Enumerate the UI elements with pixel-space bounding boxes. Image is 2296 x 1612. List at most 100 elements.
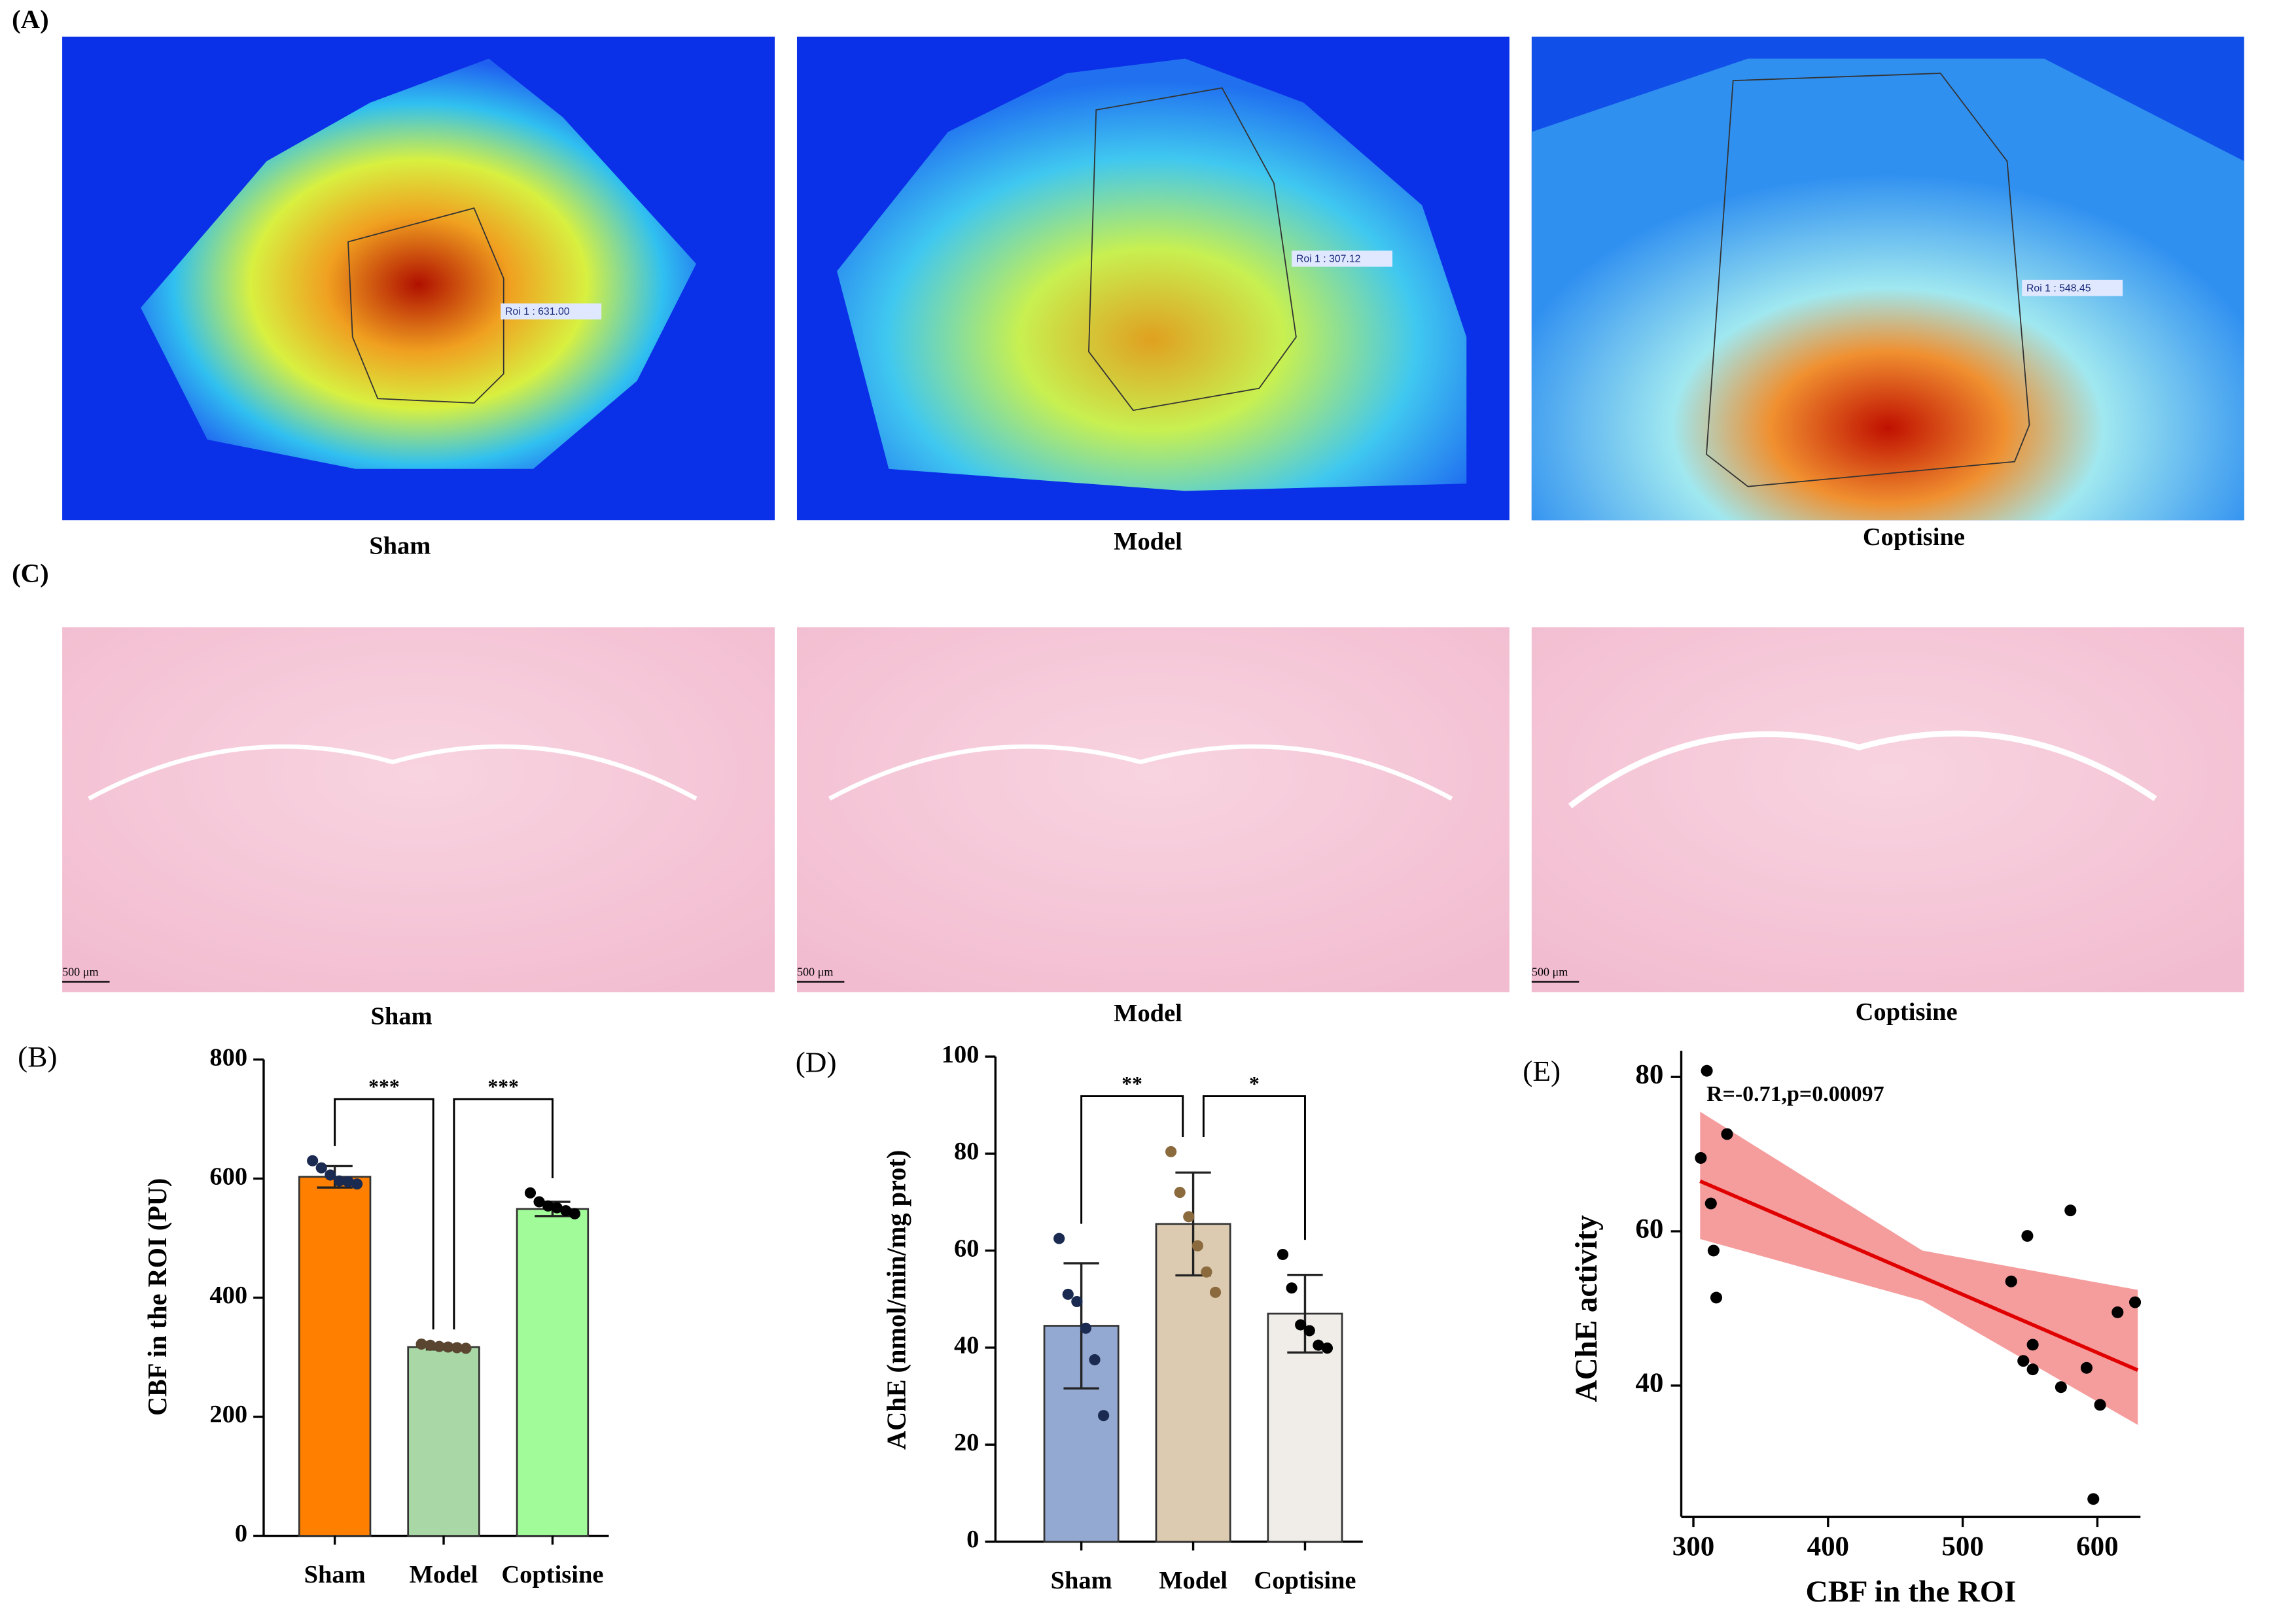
image-bg — [1531, 627, 2244, 992]
roi-box — [2022, 279, 2123, 296]
roi-label: Roi 1 : 548.45 — [2026, 283, 2091, 294]
significance-bracket — [1080, 1095, 1184, 1224]
roi-outline — [1706, 73, 2030, 487]
y-axis-label: AChE (nmol/min/mg prot) — [881, 1150, 911, 1450]
data-point — [2021, 1230, 2034, 1242]
he-images — [62, 627, 2244, 992]
data-point — [1704, 1197, 1717, 1210]
data-point — [1165, 1146, 1177, 1157]
data-point — [1209, 1286, 1222, 1298]
image-caption: Model — [1114, 1000, 1182, 1027]
data-point — [2129, 1296, 2142, 1308]
panel-label: (C) — [12, 559, 49, 588]
y-tick-label: 800 — [209, 1043, 247, 1071]
data-point — [460, 1342, 472, 1354]
data-point — [1053, 1233, 1065, 1244]
data-point — [433, 1340, 445, 1352]
data-point — [325, 1169, 336, 1181]
scale-bar-label: 500 μm — [797, 966, 833, 979]
y-tick-label: 0 — [235, 1520, 247, 1547]
roi-box — [1292, 251, 1393, 267]
image-caption: Model — [1114, 528, 1182, 555]
x-tick-label: Coptisine — [1254, 1567, 1356, 1594]
data-point — [315, 1162, 327, 1174]
y-tick-label: 60 — [954, 1235, 979, 1263]
significance-bracket — [334, 1098, 434, 1330]
data-point — [1721, 1128, 1733, 1140]
data-point — [1277, 1249, 1289, 1261]
y-tick-label: 40 — [954, 1332, 979, 1359]
y-axis-label: CBF in the ROI (PU) — [143, 1178, 172, 1416]
y-tick-label: 80 — [954, 1138, 979, 1165]
bar — [407, 1346, 480, 1537]
roi-box — [501, 303, 602, 320]
data-point — [1062, 1288, 1074, 1300]
data-point — [551, 1202, 563, 1214]
significance-bracket — [1202, 1095, 1306, 1240]
significance-label: ** — [1122, 1072, 1142, 1095]
y-axis-label: AChE activity — [1570, 1215, 1604, 1402]
image-bg — [796, 627, 1510, 992]
roi-label: Roi 1 : 307.12 — [1296, 254, 1361, 265]
data-point — [2026, 1339, 2039, 1351]
y-tick-label: 600 — [209, 1163, 247, 1190]
data-point — [2005, 1275, 2017, 1288]
data-point — [1286, 1282, 1298, 1294]
data-point — [533, 1196, 545, 1208]
data-point — [442, 1341, 454, 1353]
tissue-feature — [88, 744, 698, 801]
data-point — [1089, 1354, 1101, 1365]
x-tick-label: 500 — [1941, 1532, 1983, 1562]
data-point — [569, 1208, 580, 1219]
image-caption: Sham — [369, 533, 431, 560]
image-caption: Sham — [370, 1003, 432, 1030]
significance-label: *** — [487, 1076, 519, 1098]
data-point — [333, 1175, 345, 1187]
data-point — [1295, 1319, 1307, 1331]
bar — [298, 1176, 372, 1537]
y-tick-label: 0 — [966, 1526, 979, 1553]
panel-label: (B) — [18, 1040, 57, 1073]
x-axis-label: CBF in the ROI — [1806, 1575, 2017, 1609]
image-heat — [141, 58, 697, 469]
tissue-feature — [828, 744, 1453, 801]
image-heat — [837, 58, 1467, 491]
data-point — [1071, 1295, 1083, 1307]
data-point — [2055, 1381, 2067, 1393]
data-point — [2087, 1493, 2100, 1505]
data-point — [1313, 1339, 1324, 1351]
data-point — [1192, 1240, 1203, 1252]
data-point — [415, 1338, 427, 1350]
x-tick-label: Model — [1159, 1567, 1227, 1594]
x-tick-label: Coptisine — [501, 1561, 603, 1588]
y-tick-label: 100 — [942, 1041, 980, 1068]
x-tick-label: Model — [410, 1561, 478, 1588]
tissue-feature — [1568, 730, 2157, 809]
panel-label: (E) — [1523, 1055, 1561, 1087]
data-point — [307, 1155, 319, 1166]
x-tick-label: Sham — [1051, 1567, 1112, 1594]
data-point — [1695, 1152, 1707, 1164]
x-tick-label: 400 — [1807, 1532, 1849, 1562]
data-point — [1201, 1266, 1212, 1278]
data-point — [351, 1178, 363, 1190]
y-tick-label: 80 — [1635, 1059, 1663, 1090]
image-bg — [62, 627, 775, 992]
data-point — [560, 1205, 572, 1217]
image-caption: Coptisine — [1863, 523, 1965, 551]
x-tick-label: 300 — [1672, 1532, 1714, 1562]
regression-line — [1699, 1179, 2139, 1372]
bar — [516, 1208, 590, 1537]
significance-label: *** — [368, 1076, 400, 1098]
annotation: R=-0.71,p=0.00097 — [1706, 1082, 1884, 1106]
data-point — [451, 1342, 463, 1354]
significance-label: * — [1249, 1072, 1260, 1095]
image-caption: Coptisine — [1856, 998, 1958, 1026]
image-heat — [1531, 58, 2244, 521]
data-point — [1080, 1322, 1092, 1334]
panel-label: (A) — [12, 5, 49, 34]
data-point — [425, 1339, 436, 1351]
data-point — [2094, 1399, 2106, 1411]
y-tick-label: 400 — [209, 1282, 247, 1309]
